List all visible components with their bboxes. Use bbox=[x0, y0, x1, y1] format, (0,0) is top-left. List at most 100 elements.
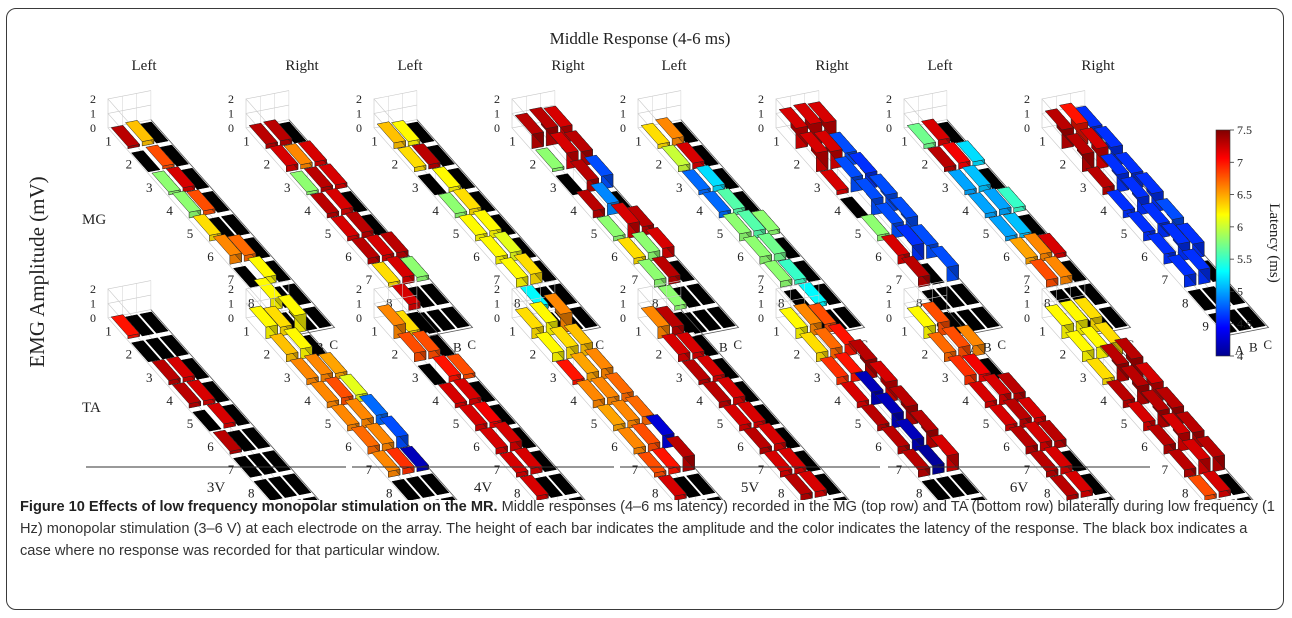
response-bar bbox=[1043, 255, 1073, 285]
z-tick-label: 2 bbox=[1024, 92, 1030, 106]
row-label: 8 bbox=[652, 295, 659, 310]
response-bar bbox=[701, 380, 732, 409]
bar-top-face bbox=[596, 403, 626, 426]
row-label: 3 bbox=[942, 180, 949, 195]
bar-top-face bbox=[1120, 364, 1150, 387]
response-bar bbox=[350, 425, 381, 455]
bar-top-face bbox=[492, 231, 523, 254]
side-label-right: Right bbox=[551, 58, 585, 74]
bar-top-face bbox=[1085, 166, 1115, 188]
z-tick-label: 1 bbox=[228, 297, 234, 311]
response-bar bbox=[399, 445, 430, 473]
response-bar bbox=[654, 305, 685, 337]
no-response-cell bbox=[302, 496, 318, 500]
bar-top-face bbox=[947, 354, 977, 377]
response-bar bbox=[1058, 299, 1089, 337]
bar-top-face bbox=[1043, 255, 1073, 278]
response-bar bbox=[742, 235, 773, 265]
bar-top-face bbox=[880, 234, 911, 256]
no-response-cell bbox=[417, 363, 447, 386]
bar-top-face bbox=[277, 294, 307, 317]
response-bar bbox=[390, 119, 421, 147]
row-label: 2 bbox=[1060, 347, 1067, 362]
z-tick-label: 2 bbox=[494, 282, 500, 296]
row-label: 3 bbox=[284, 180, 291, 195]
bar-top-face bbox=[528, 301, 559, 324]
response-bar bbox=[186, 189, 216, 216]
col-label: C bbox=[595, 337, 604, 352]
bar-top-face bbox=[1063, 470, 1094, 493]
bar-top-face bbox=[297, 140, 328, 163]
response-bar bbox=[797, 469, 828, 498]
latency-colorbar: Latency (ms) 7.5 7 6.5 6 5.5 5 4.5 4 bbox=[1215, 123, 1282, 363]
bar-top-face bbox=[1058, 102, 1089, 125]
row-label: 4 bbox=[962, 203, 969, 218]
no-response-cell bbox=[921, 478, 951, 500]
response-bar bbox=[1029, 449, 1059, 478]
bar-top-face bbox=[437, 382, 468, 404]
bar-top-face bbox=[645, 414, 675, 436]
colorbar-tick-label: 4 bbox=[1237, 349, 1243, 363]
response-bar bbox=[783, 472, 813, 500]
response-bar bbox=[376, 121, 407, 150]
bar-top-face bbox=[874, 202, 904, 225]
bar-top-face bbox=[344, 211, 374, 233]
response-bar bbox=[330, 214, 360, 242]
bar-top-face bbox=[961, 164, 992, 187]
bar-top-face bbox=[756, 422, 787, 445]
row-label: 3 bbox=[814, 370, 821, 385]
row-label: 1 bbox=[901, 324, 908, 339]
col-label: A bbox=[1235, 343, 1245, 358]
response-bar bbox=[681, 358, 711, 386]
floor-edge bbox=[150, 119, 336, 337]
no-response-cell bbox=[568, 306, 598, 329]
z-tick-label: 2 bbox=[758, 282, 764, 296]
response-bar bbox=[186, 379, 216, 406]
floor-edge bbox=[1084, 309, 1254, 500]
row-label: 5 bbox=[591, 416, 598, 431]
response-bar bbox=[799, 131, 829, 173]
response-bar bbox=[901, 448, 931, 478]
bar-top-face bbox=[575, 379, 606, 402]
response-bar bbox=[411, 142, 441, 170]
bar-top-face bbox=[1120, 176, 1150, 199]
bar-top-face bbox=[1160, 222, 1191, 245]
bar-top-face bbox=[584, 347, 614, 370]
response-bar bbox=[657, 284, 687, 311]
bar-top-face bbox=[929, 245, 960, 268]
response-bar bbox=[151, 358, 181, 386]
row-label: 1 bbox=[635, 134, 642, 149]
row-label: 1 bbox=[509, 324, 516, 339]
bar-top-face bbox=[604, 372, 634, 395]
bar-top-face bbox=[716, 187, 746, 210]
bar-top-face bbox=[269, 144, 299, 167]
response-bar bbox=[756, 232, 787, 262]
bar-top-face bbox=[906, 122, 937, 145]
bar-top-face bbox=[1114, 337, 1144, 360]
z-tick-label: 1 bbox=[228, 107, 234, 121]
bar-top-face bbox=[569, 159, 600, 181]
bar-top-face bbox=[807, 302, 837, 325]
row-label: 1 bbox=[105, 134, 112, 149]
no-response-cell bbox=[1236, 306, 1266, 329]
bar-top-face bbox=[324, 187, 354, 210]
z-tick-label: 0 bbox=[620, 311, 626, 325]
row-label: 5 bbox=[855, 416, 862, 431]
row-label: 8 bbox=[514, 485, 521, 500]
bar-top-face bbox=[868, 360, 898, 383]
bar3d-figure: Middle Response (4-6 ms) EMG Amplitude (… bbox=[25, 29, 1282, 500]
bar-top-face bbox=[616, 426, 647, 449]
row-label: 5 bbox=[717, 416, 724, 431]
bar-top-face bbox=[555, 359, 585, 381]
bar-top-face bbox=[961, 353, 992, 376]
no-response-cell bbox=[159, 334, 190, 357]
row-label: 8 bbox=[248, 485, 255, 500]
response-bar bbox=[610, 201, 640, 239]
bar-top-face bbox=[1195, 435, 1226, 458]
row-label: 3 bbox=[550, 370, 557, 385]
bar-top-face bbox=[1181, 438, 1211, 461]
row-label: 7 bbox=[366, 462, 373, 477]
no-response-cell bbox=[548, 473, 578, 496]
response-bar bbox=[920, 118, 951, 147]
